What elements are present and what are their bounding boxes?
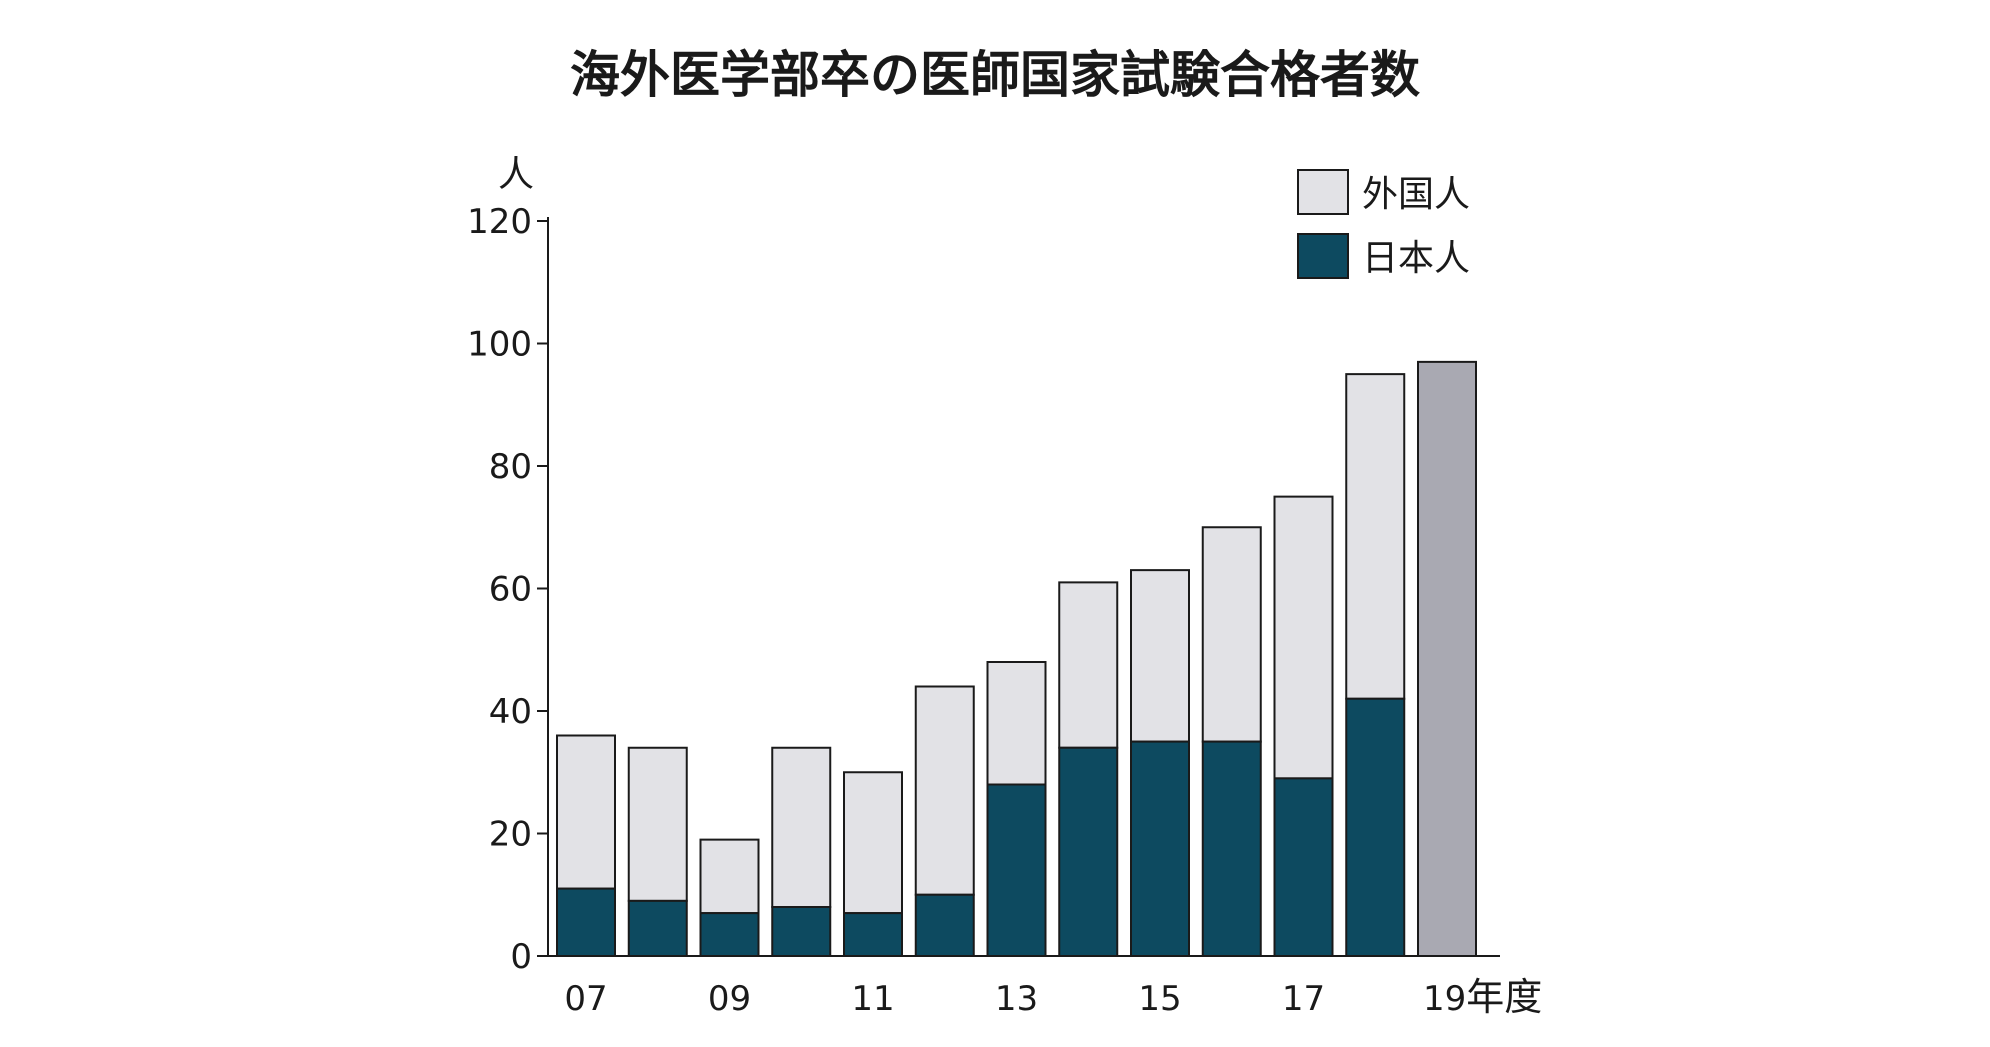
bar-japanese-10 xyxy=(771,906,832,957)
bar-japanese-18 xyxy=(1345,697,1406,957)
x-tick-label: 11 xyxy=(851,979,894,1019)
x-tick-label: 09 xyxy=(708,979,751,1019)
bar-foreign-17 xyxy=(1273,495,1334,780)
bar-foreign-10 xyxy=(771,746,832,908)
bar-foreign-11 xyxy=(843,771,903,915)
bar-foreign-18 xyxy=(1345,373,1406,700)
bar-foreign-08 xyxy=(627,746,688,902)
bar-japanese-15 xyxy=(1130,740,1190,957)
y-tick-label: 20 xyxy=(489,815,532,855)
legend-label: 日本人 xyxy=(1362,238,1470,279)
bar-foreign-09 xyxy=(699,838,760,915)
x-tick-label: 13 xyxy=(995,979,1038,1019)
bar-foreign-13 xyxy=(986,661,1047,786)
y-axis: 0 20 40 60 80 100 120 xyxy=(467,202,549,977)
y-tick-label: 0 xyxy=(510,937,532,977)
bar-japanese-13 xyxy=(986,783,1047,957)
y-axis-unit: 人 xyxy=(498,154,534,195)
bar-foreign-12 xyxy=(914,685,975,896)
y-tick-label: 100 xyxy=(467,325,532,365)
bar-foreign-16 xyxy=(1201,526,1262,743)
x-axis: 07 09 11 13 15 17 19年度 xyxy=(548,955,1542,1019)
bar-foreign-15 xyxy=(1130,569,1190,743)
y-tick-label: 120 xyxy=(467,202,532,242)
y-tick-label: 80 xyxy=(489,447,532,487)
bar-japanese-12 xyxy=(914,893,975,957)
chart-title: 海外医学部卒の医師国家試験合格者数 xyxy=(570,46,1420,104)
x-tick-label: 17 xyxy=(1282,979,1325,1019)
bar-japanese-07 xyxy=(556,887,616,957)
legend-swatch xyxy=(1297,169,1349,215)
x-tick-label: 07 xyxy=(564,979,607,1019)
y-tick-label: 60 xyxy=(489,570,532,610)
bar-japanese-16 xyxy=(1201,740,1262,957)
bar-foreign-14 xyxy=(1058,581,1119,749)
x-tick-label: 19年度 xyxy=(1423,975,1542,1019)
x-axis-suffix: 年度 xyxy=(1466,975,1542,1019)
bar-japanese-14 xyxy=(1058,746,1119,957)
legend-swatch xyxy=(1297,233,1349,279)
legend-label: 外国人 xyxy=(1362,174,1470,215)
bar-total-19 xyxy=(1417,360,1477,957)
bar-japanese-11 xyxy=(843,912,903,957)
bar-japanese-17 xyxy=(1273,777,1334,957)
bar-japanese-08 xyxy=(627,899,688,957)
bar-japanese-09 xyxy=(699,912,760,957)
y-tick-label: 40 xyxy=(489,692,532,732)
bars xyxy=(556,360,1477,957)
x-tick-label: 15 xyxy=(1138,979,1181,1019)
bar-foreign-07 xyxy=(556,734,616,890)
